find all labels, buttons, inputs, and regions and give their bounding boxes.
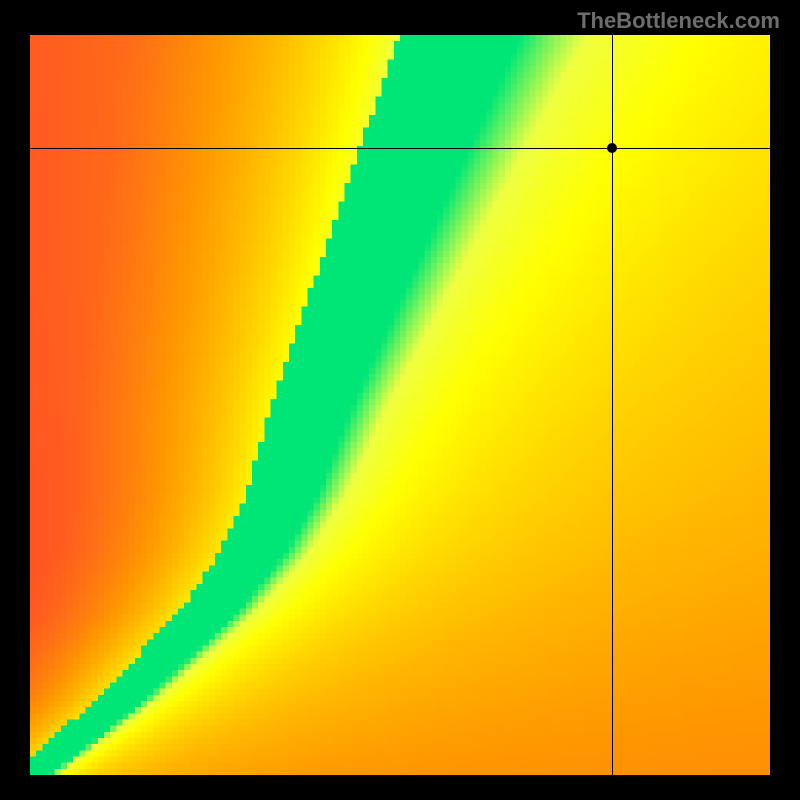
crosshair-horizontal (30, 148, 770, 149)
chart-container: { "watermark": "TheBottleneck.com", "plo… (0, 0, 800, 800)
watermark-text: TheBottleneck.com (577, 8, 780, 34)
heatmap-canvas (30, 35, 770, 775)
heatmap-plot (30, 35, 770, 775)
crosshair-marker (607, 143, 617, 153)
